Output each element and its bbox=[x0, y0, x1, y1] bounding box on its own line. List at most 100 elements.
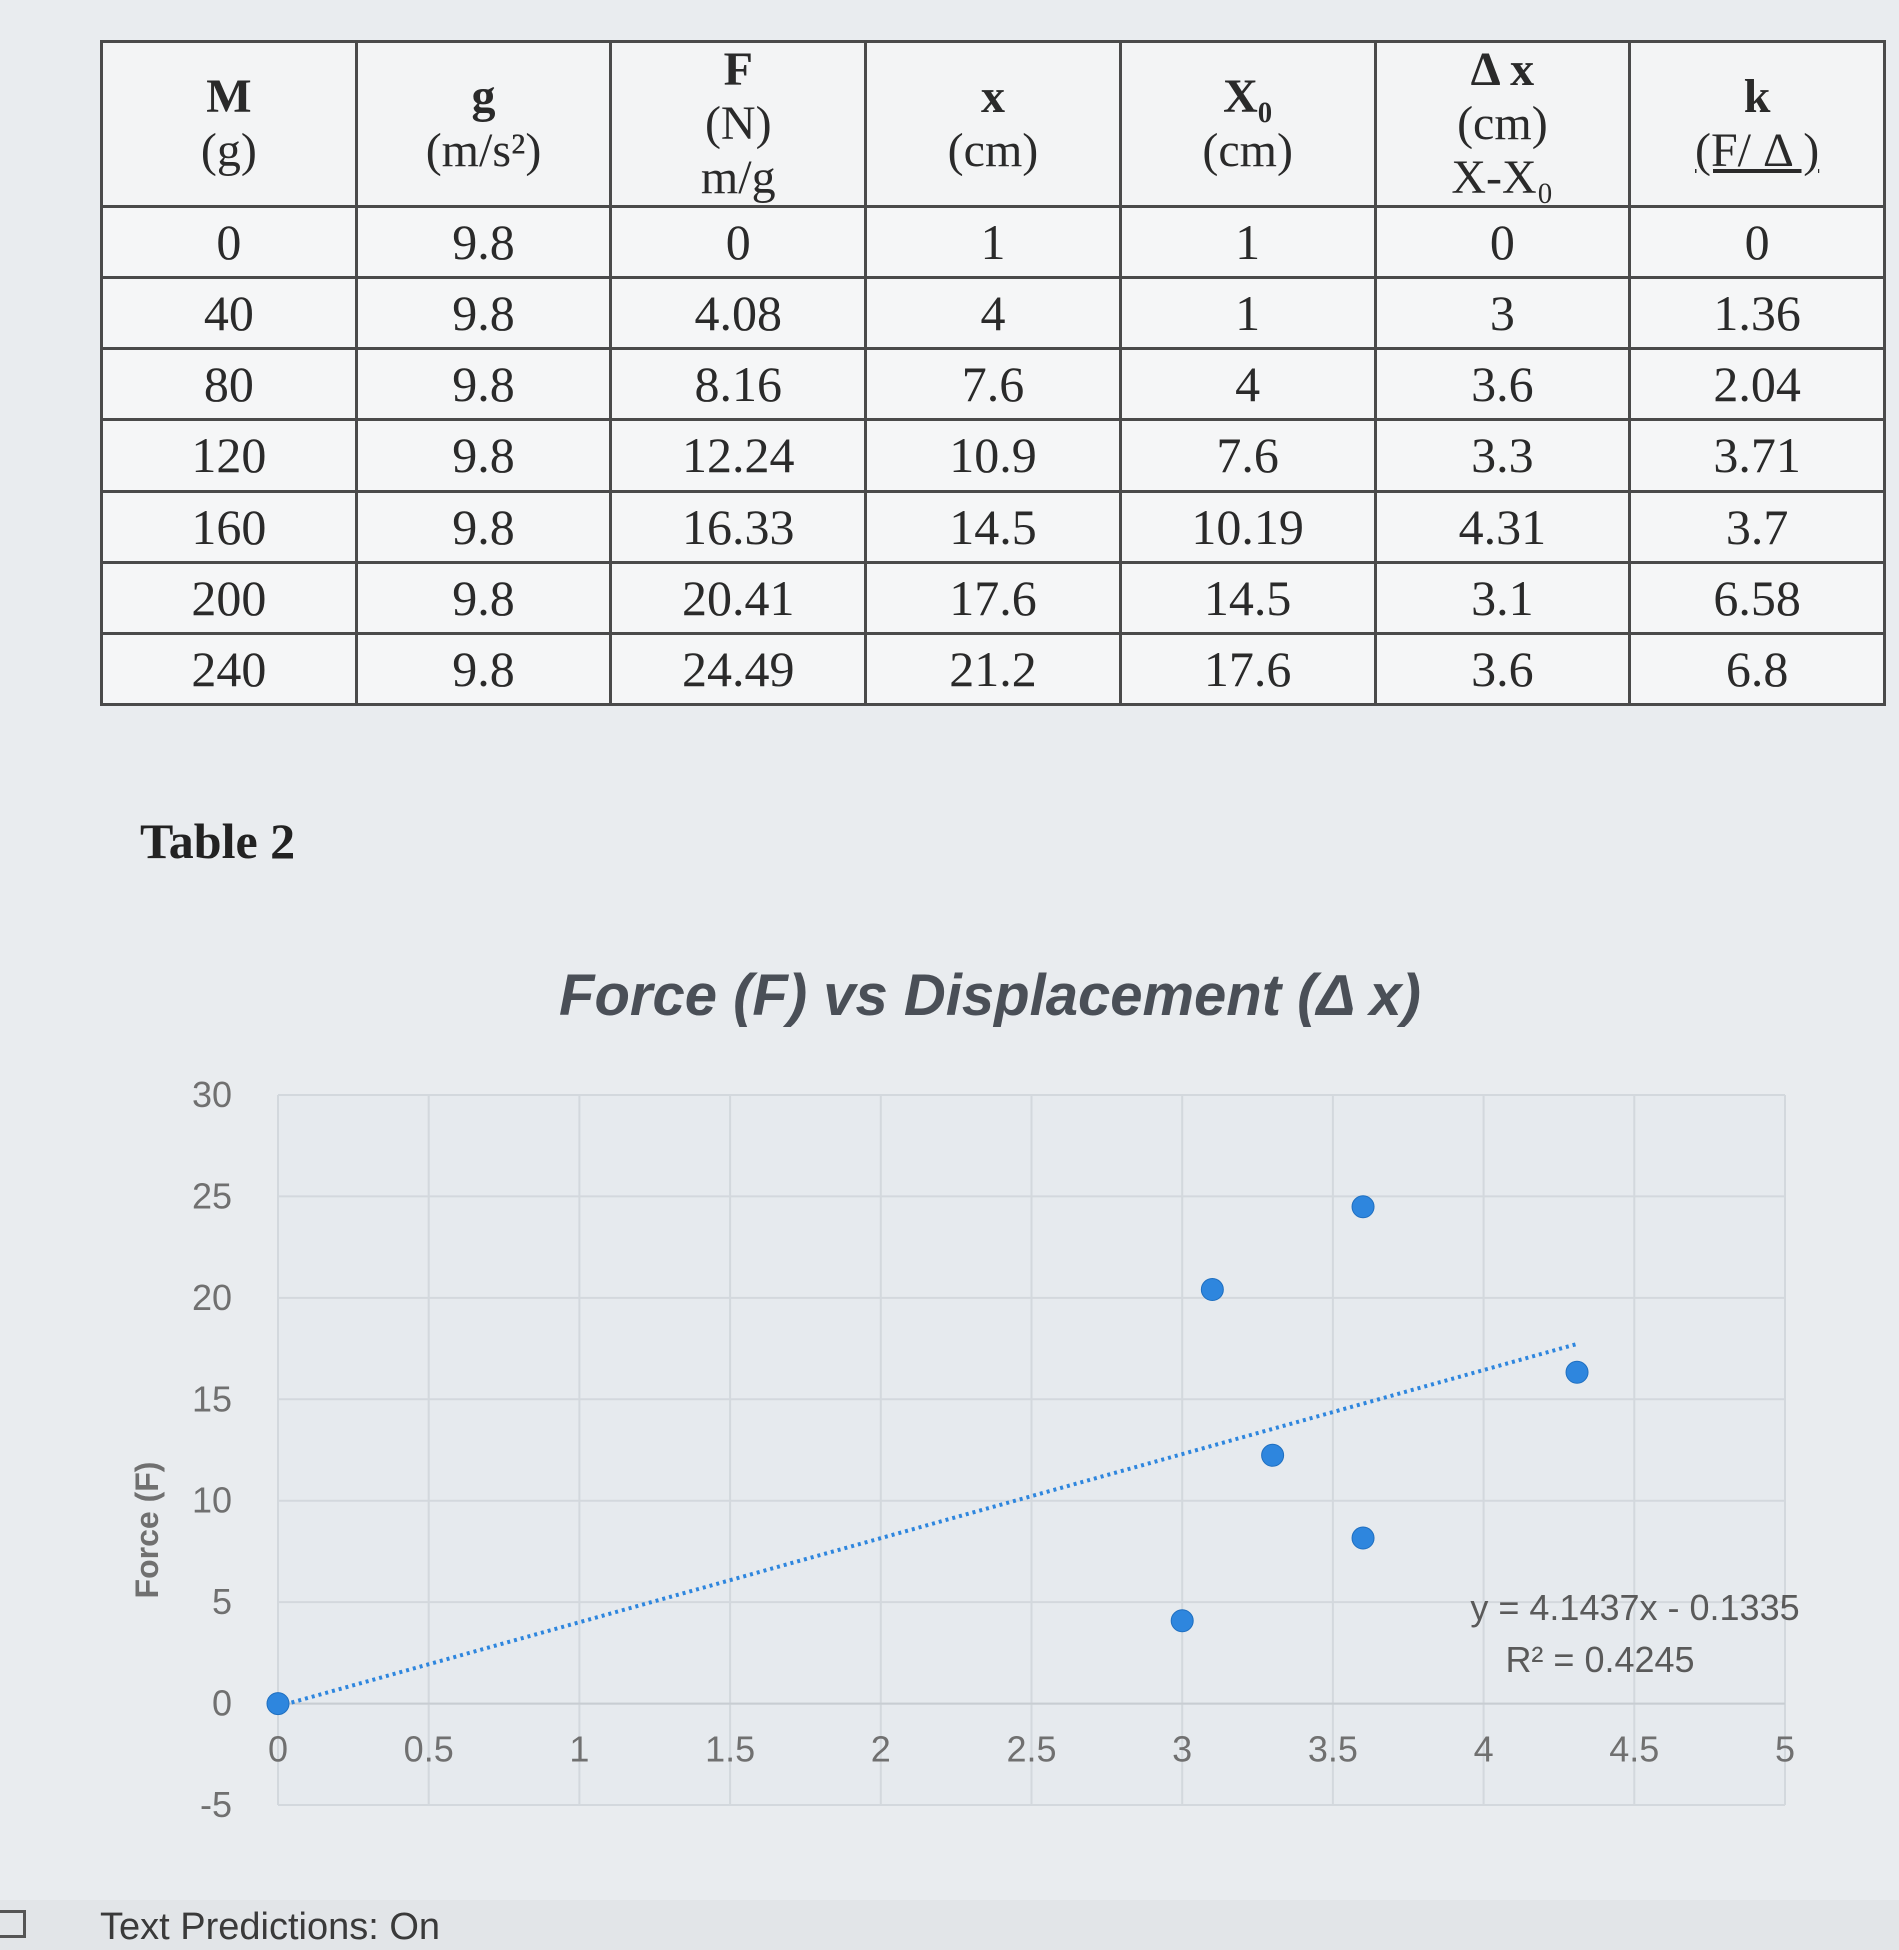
table-row: 0 9.8 0 1 1 0 0 bbox=[100, 204, 1886, 280]
table-cell: 0 bbox=[1628, 204, 1886, 280]
table-cell: 1 bbox=[1118, 204, 1377, 280]
chart-area[interactable]: Force (F) vs Displacement (Δ x) 30 25 20 15 1… bbox=[0, 900, 1899, 1900]
text-predictions-icon[interactable] bbox=[0, 1910, 26, 1938]
table-cell: 4 bbox=[1118, 347, 1377, 422]
table-cell: 7.6 bbox=[1118, 418, 1377, 493]
column-header: g (m/s²) bbox=[354, 40, 613, 208]
status-text[interactable]: Text Predictions: On bbox=[100, 1906, 441, 1948]
x-tick-label: 1 bbox=[569, 1729, 589, 1770]
status-bar: Text Predictions: On bbox=[0, 1900, 1899, 1950]
column-header-symbol: k bbox=[1743, 70, 1771, 123]
table-row: 200 9.8 20.41 17.6 14.5 3.1 6.58 bbox=[100, 560, 1886, 635]
x-tick-label: 3.5 bbox=[1308, 1729, 1358, 1770]
column-header-unit: (N) bbox=[704, 97, 772, 150]
table-cell: 1 bbox=[864, 204, 1122, 280]
column-header-unit: (F/ Δ ) bbox=[1695, 124, 1820, 177]
table-cell: 3.71 bbox=[1628, 418, 1886, 493]
table-cell: 17.6 bbox=[864, 560, 1122, 635]
x-tick-label: 3 bbox=[1172, 1729, 1192, 1770]
table-cell: 40 bbox=[100, 276, 358, 351]
column-header-formula: X-X₀ bbox=[1451, 151, 1554, 204]
table-cell: 9.8 bbox=[354, 489, 613, 564]
x-tick-label: 0 bbox=[268, 1729, 288, 1770]
column-header-unit: (cm) bbox=[947, 124, 1039, 177]
x-tick-label: 2 bbox=[871, 1729, 891, 1770]
table-cell: 4.31 bbox=[1373, 489, 1632, 564]
table-cell: 4 bbox=[864, 276, 1122, 351]
y-tick-label: 30 bbox=[192, 1074, 232, 1115]
table-cell: 0 bbox=[609, 204, 868, 280]
table-cell: 240 bbox=[100, 631, 358, 707]
table-cell: 3.7 bbox=[1628, 489, 1886, 564]
table-cell: 3.3 bbox=[1373, 418, 1632, 493]
column-header: M (g) bbox=[100, 40, 358, 208]
table-cell: 10.19 bbox=[1118, 489, 1377, 564]
column-header-unit: (g) bbox=[200, 124, 257, 177]
table-header-row: M (g) g (m/s²) F (N) m/g x (cm) X₀ (cm) Δ x (cm) X-X₀… bbox=[100, 40, 1886, 208]
table-cell: 9.8 bbox=[354, 418, 613, 493]
table-cell: 12.24 bbox=[609, 418, 868, 493]
x-tick-label: 4.5 bbox=[1609, 1729, 1659, 1770]
table-cell: 10.9 bbox=[864, 418, 1122, 493]
table-cell: 0 bbox=[100, 204, 358, 280]
table-cell: 9.8 bbox=[354, 560, 613, 635]
table-cell: 24.49 bbox=[609, 631, 868, 707]
table-cell: 14.5 bbox=[864, 489, 1122, 564]
column-header: x (cm) bbox=[864, 40, 1122, 208]
x-tick-label: 0.5 bbox=[404, 1729, 454, 1770]
column-header: F (N) m/g bbox=[609, 40, 868, 208]
x-tick-label: 2.5 bbox=[1006, 1729, 1056, 1770]
table-row: 40 9.8 4.08 4 1 3 1.36 bbox=[100, 276, 1886, 351]
column-header-unit: (cm) bbox=[1457, 97, 1548, 150]
data-point bbox=[1200, 1278, 1224, 1302]
table-cell: 9.8 bbox=[354, 276, 613, 351]
table-cell: 14.5 bbox=[1118, 560, 1377, 635]
y-tick-label: 10 bbox=[192, 1480, 232, 1521]
table-cell: 21.2 bbox=[864, 631, 1122, 707]
x-tick-label: 5 bbox=[1775, 1729, 1795, 1770]
table-cell: 7.6 bbox=[864, 347, 1122, 422]
column-header-unit: (cm) bbox=[1202, 124, 1293, 177]
table-cell: 16.33 bbox=[609, 489, 868, 564]
data-point bbox=[1565, 1360, 1589, 1384]
y-axis-title: Force (F) bbox=[129, 1462, 165, 1599]
table-cell: 1 bbox=[1118, 276, 1377, 351]
table-cell: 6.58 bbox=[1628, 560, 1886, 635]
table-cell: 200 bbox=[100, 560, 358, 635]
table-cell: 3.1 bbox=[1373, 560, 1632, 635]
table-cell: 2.04 bbox=[1628, 347, 1886, 422]
table-cell: 9.8 bbox=[354, 347, 613, 422]
table-cell: 0 bbox=[1373, 204, 1632, 280]
trendline-equation: y = 4.1437x - 0.1335 bbox=[1470, 1587, 1799, 1628]
table-row: 120 9.8 12.24 10.9 7.6 3.3 3.71 bbox=[100, 418, 1886, 493]
y-tick-label: -5 bbox=[200, 1784, 232, 1825]
column-header-unit: (m/s²) bbox=[425, 124, 542, 177]
column-header-symbol: g bbox=[471, 70, 496, 123]
table-cell: 120 bbox=[100, 418, 358, 493]
chart-svg: Force (F) vs Displacement (Δ x)302520151… bbox=[129, 963, 1800, 1825]
table-cell: 4.08 bbox=[609, 276, 868, 351]
table-row: 160 9.8 16.33 14.5 10.19 4.31 3.7 bbox=[100, 489, 1886, 564]
table-cell: 9.8 bbox=[354, 204, 613, 280]
table-cell: 80 bbox=[100, 347, 358, 422]
table-cell: 6.8 bbox=[1628, 631, 1886, 707]
column-header-symbol: X₀ bbox=[1223, 70, 1273, 123]
column-header: k (F/ Δ ) bbox=[1628, 40, 1886, 208]
column-header-symbol: F bbox=[723, 43, 753, 96]
column-header-formula: m/g bbox=[700, 151, 776, 204]
column-header-symbol: Δ x bbox=[1470, 43, 1535, 96]
table-caption: Table 2 bbox=[140, 813, 296, 869]
data-point bbox=[1170, 1609, 1194, 1633]
column-header-symbol: M bbox=[206, 70, 252, 123]
table-cell: 160 bbox=[100, 489, 358, 564]
x-tick-label: 4 bbox=[1474, 1729, 1494, 1770]
column-header: X₀ (cm) bbox=[1118, 40, 1377, 208]
data-table: M (g) g (m/s²) F (N) m/g x (cm) X₀ (cm) Δ x (cm) X-X₀… bbox=[100, 40, 1886, 707]
table-row: 240 9.8 24.49 21.2 17.6 3.6 6.8 bbox=[100, 631, 1886, 707]
y-tick-label: 20 bbox=[192, 1277, 232, 1318]
y-tick-label: 0 bbox=[212, 1683, 232, 1724]
table-cell: 20.41 bbox=[609, 560, 868, 635]
table-cell: 9.8 bbox=[354, 631, 613, 707]
data-point bbox=[266, 1692, 290, 1716]
column-header-symbol: x bbox=[980, 70, 1005, 123]
